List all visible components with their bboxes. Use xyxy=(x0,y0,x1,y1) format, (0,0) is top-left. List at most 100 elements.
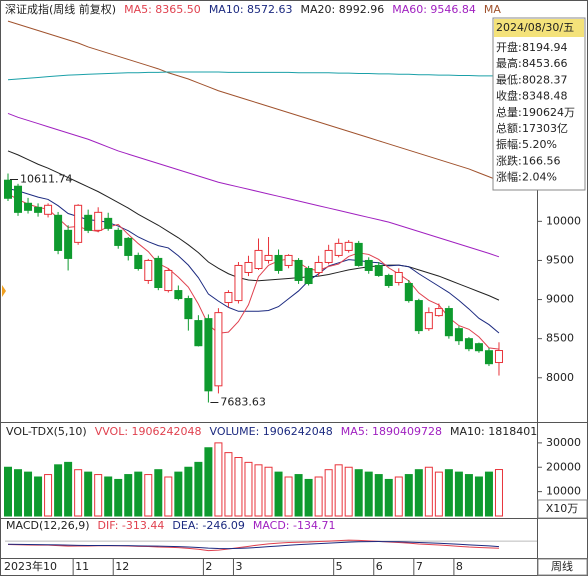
volume-bar xyxy=(254,464,263,517)
volume-bar xyxy=(444,469,453,517)
legend-entry: MA60: 9546.84 xyxy=(392,3,476,16)
candle-body xyxy=(244,261,253,273)
left-handle[interactable] xyxy=(2,285,6,297)
info-colon: : xyxy=(518,154,522,167)
x-tick-label: 2023年10 xyxy=(4,559,57,573)
candle-body xyxy=(374,264,383,276)
volume-bar xyxy=(144,474,153,517)
legend-entry: MA20: 8992.96 xyxy=(301,3,385,16)
legend-entry: DEA: -246.09 xyxy=(172,519,244,532)
info-value: 8453.66 xyxy=(522,57,568,70)
y-tick-label: 8000 xyxy=(546,371,574,384)
volume-bar xyxy=(204,447,213,517)
x-tick-label: 3 xyxy=(235,560,242,573)
ma-line xyxy=(7,71,499,81)
candle-body xyxy=(264,254,273,261)
candle-body xyxy=(334,242,343,256)
candle-body xyxy=(274,254,283,271)
volume-bar xyxy=(64,461,73,517)
volume-bar xyxy=(184,466,193,517)
candle-body xyxy=(124,237,133,256)
x-tick-label: 5 xyxy=(336,560,343,573)
candle-body xyxy=(324,249,333,263)
unit-box xyxy=(537,499,588,519)
info-label: 涨幅 xyxy=(496,171,518,184)
legend-entry: MA5: 8365.50 xyxy=(124,3,201,16)
info-date-bg xyxy=(494,19,584,37)
volume-bar xyxy=(474,476,483,517)
info-value: 17303亿 xyxy=(522,122,568,135)
y-tick-label: 20000 xyxy=(546,460,581,473)
volume-bar xyxy=(464,474,473,517)
y-tick-label: 8500 xyxy=(546,332,574,345)
candle-body xyxy=(444,308,453,337)
candle-body xyxy=(344,241,353,251)
candle-body xyxy=(454,328,463,342)
candle-body xyxy=(234,264,243,302)
volume-bar xyxy=(274,471,283,517)
candle-body xyxy=(394,271,403,284)
info-label: 开盘 xyxy=(496,40,518,54)
candle-body xyxy=(384,274,393,286)
volume-bar xyxy=(34,476,43,517)
candle-body xyxy=(424,312,433,330)
legend-entry: MACD: -134.71 xyxy=(253,519,336,532)
candle-body xyxy=(104,217,113,229)
legend-entry: VVOL: 1906242048 xyxy=(95,425,202,438)
info-value: 166.56 xyxy=(522,154,561,167)
y-tick-label: 10000 xyxy=(546,214,581,227)
x-tick-label: 8 xyxy=(456,560,463,573)
volume-bar xyxy=(424,466,433,517)
legend-entry: MA10: 8572.63 xyxy=(209,3,293,16)
info-colon: : xyxy=(518,57,522,70)
info-value: 2.04% xyxy=(522,171,557,184)
candle-body xyxy=(184,298,193,320)
candle-body xyxy=(414,300,423,332)
legend-entry: VOL-TDX(5,10) xyxy=(6,425,87,438)
volume-bar xyxy=(314,476,323,517)
volume-unit: X10万 xyxy=(546,502,579,515)
candle-body xyxy=(74,204,83,243)
candle-body xyxy=(364,259,373,271)
candle-body xyxy=(284,254,293,266)
candle-body xyxy=(474,343,483,352)
candle-body xyxy=(314,261,323,273)
info-label: 收盘 xyxy=(496,89,518,103)
volume-bar xyxy=(54,464,63,517)
volume-bar xyxy=(414,469,423,517)
y-tick-label: 10000 xyxy=(546,485,581,498)
volume-bar xyxy=(214,442,223,517)
candle-body xyxy=(224,292,233,304)
volume-bar xyxy=(434,471,443,517)
legend-entry: MA10: 1818401 xyxy=(450,425,537,438)
period-box[interactable] xyxy=(537,558,588,576)
legend-entry: MACD(12,26,9) xyxy=(6,519,90,532)
candle-body xyxy=(174,290,183,300)
volume-bar xyxy=(194,461,203,517)
period-label[interactable]: 周线 xyxy=(551,559,573,573)
candle-body xyxy=(434,308,443,317)
candle-body xyxy=(254,249,263,270)
candle-body xyxy=(44,204,53,215)
info-label: 总额 xyxy=(496,121,518,135)
volume-bar xyxy=(454,471,463,517)
info-colon: : xyxy=(518,41,522,54)
volume-bar xyxy=(304,478,313,517)
legend-entry: DIF: -313.44 xyxy=(98,519,165,532)
info-label: 最低 xyxy=(496,73,518,86)
candle-body xyxy=(94,211,103,231)
info-label: 总量 xyxy=(496,105,518,119)
volume-bar xyxy=(104,476,113,517)
ma-line xyxy=(7,20,500,182)
volume-bar xyxy=(84,471,93,517)
y-tick-label: 9500 xyxy=(546,253,574,266)
volume-bar xyxy=(354,469,363,517)
volume-bar xyxy=(404,474,413,517)
info-label: 最高 xyxy=(496,56,518,70)
volume-bar xyxy=(384,478,393,517)
info-value: 8194.94 xyxy=(522,41,568,54)
info-date: 2024/08/30/五 xyxy=(496,21,574,34)
x-tick-label: 11 xyxy=(75,560,89,573)
volume-bar xyxy=(94,474,103,517)
